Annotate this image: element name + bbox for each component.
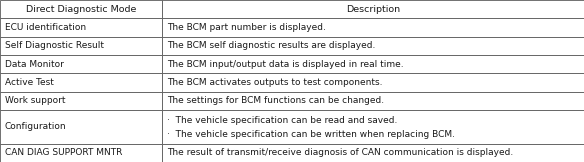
Text: The BCM input/output data is displayed in real time.: The BCM input/output data is displayed i…: [167, 60, 404, 69]
Text: Self Diagnostic Result: Self Diagnostic Result: [5, 41, 104, 50]
Bar: [162, 0, 584, 18]
Bar: [162, 18, 584, 37]
Bar: [162, 110, 584, 144]
Bar: [0, 110, 162, 144]
Text: ECU identification: ECU identification: [5, 23, 86, 32]
Text: The BCM activates outputs to test components.: The BCM activates outputs to test compon…: [167, 78, 383, 87]
Bar: [0, 18, 162, 37]
Bar: [162, 92, 584, 110]
Text: Work support: Work support: [5, 96, 65, 105]
Bar: [0, 73, 162, 92]
Text: The BCM part number is displayed.: The BCM part number is displayed.: [167, 23, 326, 32]
Bar: [162, 55, 584, 73]
Text: The settings for BCM functions can be changed.: The settings for BCM functions can be ch…: [167, 96, 384, 105]
Bar: [0, 55, 162, 73]
Text: Configuration: Configuration: [5, 122, 67, 131]
Text: Data Monitor: Data Monitor: [5, 60, 64, 69]
Text: ·  The vehicle specification can be read and saved.: · The vehicle specification can be read …: [167, 116, 397, 125]
Bar: [162, 37, 584, 55]
Text: Description: Description: [346, 5, 400, 14]
Bar: [0, 0, 162, 18]
Bar: [0, 37, 162, 55]
Bar: [162, 144, 584, 162]
Text: ·  The vehicle specification can be written when replacing BCM.: · The vehicle specification can be writt…: [167, 130, 455, 139]
Text: CAN DIAG SUPPORT MNTR: CAN DIAG SUPPORT MNTR: [5, 148, 122, 157]
Bar: [0, 144, 162, 162]
Text: Active Test: Active Test: [5, 78, 54, 87]
Bar: [0, 92, 162, 110]
Text: The result of transmit/receive diagnosis of CAN communication is displayed.: The result of transmit/receive diagnosis…: [167, 148, 513, 157]
Bar: [162, 73, 584, 92]
Text: The BCM self diagnostic results are displayed.: The BCM self diagnostic results are disp…: [167, 41, 376, 50]
Text: Direct Diagnostic Mode: Direct Diagnostic Mode: [26, 5, 136, 14]
